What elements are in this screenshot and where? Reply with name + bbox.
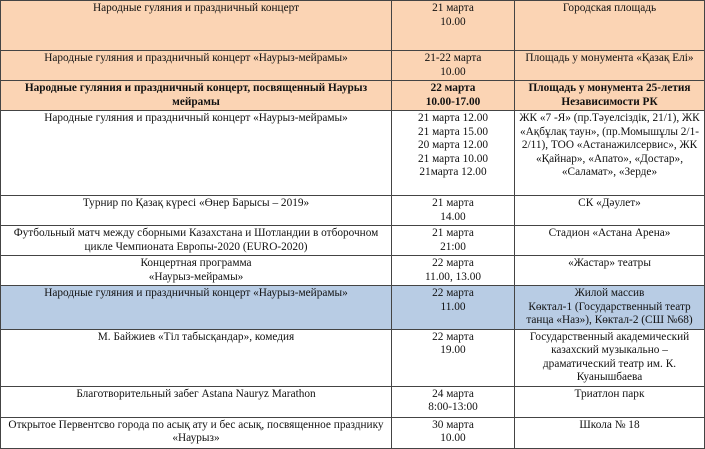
place-cell: Площадь у монумента 25-летия Независимос… [514,80,705,111]
date-cell: 21-22 марта 10.00 [391,50,515,81]
date-cell: 24 марта 8:00-13:00 [391,385,515,418]
date-cell: 21 марта 14.00 [391,195,515,226]
table-row: Концертная программа «Наурыз-мейрамы» 22 … [0,255,705,286]
table-row: Открытое Первентсво города по асық ату и… [0,416,705,449]
date-cell: 22 марта 11.00, 13.00 [391,255,515,286]
place-cell: Площадь у монумента «Қазақ Елі» [514,50,705,81]
place-cell: Городская площадь [514,0,705,51]
table-row: Благотворительный забег Astana Nauryz Ma… [0,385,705,418]
place-cell: Государственный академический казахский … [514,328,705,387]
date-cell: 21 марта 21:00 [391,225,515,256]
event-cell: Народные гуляния и праздничный концерт [0,0,392,51]
date-cell: 22 марта 11.00 [391,285,515,330]
table-row: Турнир по Қазақ күресі «Өнер Барысы – 20… [0,195,705,226]
place-cell: «Жастар» театры [514,255,705,286]
event-cell: Народные гуляния и праздничный концерт «… [0,110,392,196]
event-cell: Народные гуляния и праздничный концерт «… [0,285,392,330]
table-row: М. Байжиев «Тіл табысқандар», комедия 22 … [0,328,705,387]
event-cell: Футбольный матч между сборными Казахстан… [0,225,392,256]
event-cell: Народные гуляния и праздничный концерт «… [0,50,392,81]
date-cell: 21 марта 10.00 [391,0,515,51]
table-row: Народные гуляния и праздничный концерт «… [0,285,705,330]
place-cell: СК «Дәулет» [514,195,705,226]
table-row: Футбольный матч между сборными Казахстан… [0,225,705,256]
event-cell: М. Байжиев «Тіл табысқандар», комедия [0,328,392,387]
event-cell: Благотворительный забег Astana Nauryz Ma… [0,385,392,418]
place-cell: Школа № 18 [514,416,705,449]
date-cell: 22 марта 19.00 [391,328,515,387]
table-row: Народные гуляния и праздничный концерт 21… [0,0,705,51]
event-cell: Концертная программа «Наурыз-мейрамы» [0,255,392,286]
place-cell: Жилой массив Көктал-1 (Государственный т… [514,285,705,330]
place-cell: Стадион «Астана Арена» [514,225,705,256]
date-cell: 21 марта 12.00 21 марта 15.00 20 марта 1… [391,110,515,196]
table-row: Народные гуляния и праздничный концерт, … [0,80,705,111]
table-row: Народные гуляния и праздничный концерт «… [0,50,705,81]
table-row: Народные гуляния и праздничный концерт «… [0,110,705,196]
event-cell: Турнир по Қазақ күресі «Өнер Барысы – 20… [0,195,392,226]
place-cell: ЖК «7 -Я» (пр.Тәуелсіздік, 21/1), ЖК «Ақ… [514,110,705,196]
event-cell: Народные гуляния и праздничный концерт, … [0,80,392,111]
place-cell: Триатлон парк [514,385,705,418]
date-cell: 30 марта 10.00 [391,416,515,449]
event-cell: Открытое Первентсво города по асық ату и… [0,416,392,449]
date-cell: 22 марта 10.00-17.00 [391,80,515,111]
